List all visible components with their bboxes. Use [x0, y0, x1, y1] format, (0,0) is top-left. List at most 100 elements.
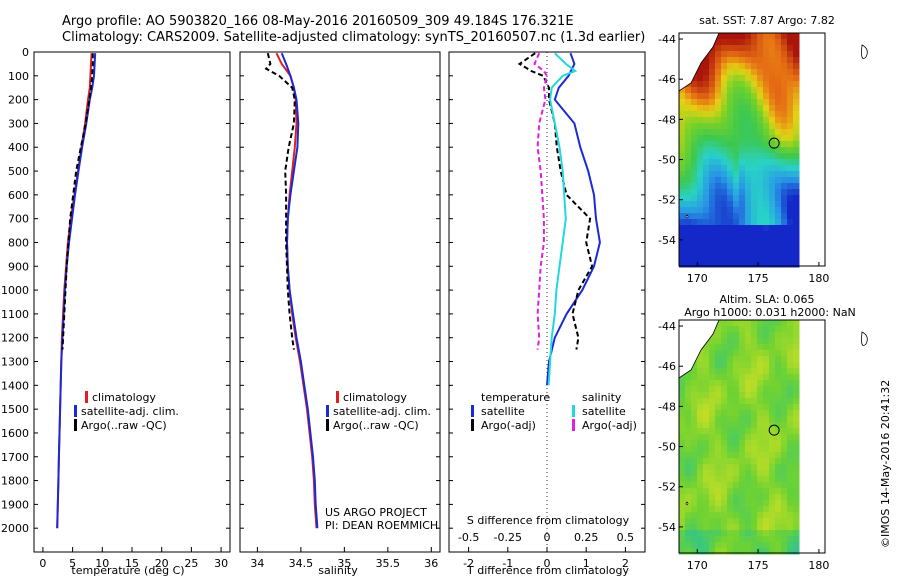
map-cell — [793, 69, 800, 76]
map-cell — [721, 69, 728, 76]
map-cell — [739, 195, 746, 202]
map-cell — [751, 201, 758, 208]
map-cell — [697, 428, 704, 435]
t-difference-label: T difference from climatology — [466, 564, 629, 577]
map-cell — [757, 153, 764, 160]
map-cell — [763, 75, 770, 82]
map-cell — [739, 416, 746, 423]
map-cell — [679, 428, 686, 435]
map-cell — [745, 530, 752, 537]
map-cell — [691, 518, 698, 525]
map-cell — [685, 153, 692, 160]
map-cell — [703, 416, 710, 423]
map-cell — [697, 81, 704, 88]
map-cell — [781, 482, 788, 489]
legend-label-satellite: satellite-adj. clim. — [333, 405, 431, 418]
map-cell — [745, 111, 752, 118]
map-cell — [721, 201, 728, 208]
map-cell — [733, 548, 740, 555]
map-cell — [793, 326, 800, 333]
map-cell — [733, 446, 740, 453]
map-cell — [775, 428, 782, 435]
map-cell — [763, 428, 770, 435]
map-cell — [745, 165, 752, 172]
map-cell — [691, 422, 698, 429]
map-cell — [685, 189, 692, 196]
map-cell — [697, 183, 704, 190]
map-cell — [703, 536, 710, 543]
map-cell — [721, 225, 728, 232]
map-cell — [691, 476, 698, 483]
map-cell — [781, 446, 788, 453]
map-cell — [703, 207, 710, 214]
map-cell — [775, 135, 782, 142]
depth-tick-labels: 0100200300400500600700800900100011001200… — [1, 46, 29, 535]
map-cell — [709, 500, 716, 507]
map-cell — [727, 368, 734, 375]
map-cell — [775, 380, 782, 387]
map-cell — [793, 189, 800, 196]
map-cell — [679, 530, 686, 537]
map-cell — [679, 398, 686, 405]
legend-swatch-temp-satellite — [471, 405, 474, 417]
map-cell — [757, 39, 764, 46]
legend-label-argo: Argo(..raw -QC) — [333, 419, 419, 432]
map-cell — [745, 117, 752, 124]
map-cell — [781, 45, 788, 52]
map-cell — [775, 518, 782, 525]
map-cell — [757, 57, 764, 64]
map-cell — [739, 464, 746, 471]
map-cell — [733, 129, 740, 136]
map-cell — [739, 458, 746, 465]
depth-tick-label: 1300 — [1, 356, 29, 369]
map-cell — [751, 147, 758, 154]
series-line-climatology — [275, 52, 318, 529]
map-cell — [769, 237, 776, 244]
map-cell — [793, 129, 800, 136]
map-cell — [691, 189, 698, 196]
map-cell — [721, 63, 728, 70]
map-cell — [751, 87, 758, 94]
map-cell — [691, 506, 698, 513]
map-cell — [757, 201, 764, 208]
map-cell — [739, 255, 746, 262]
map-cell — [709, 446, 716, 453]
map-cell — [691, 440, 698, 447]
map-cell — [787, 470, 794, 477]
map-cell — [757, 213, 764, 220]
map-cell — [745, 476, 752, 483]
map-cell — [781, 506, 788, 513]
map-cell — [703, 237, 710, 244]
map-cell — [793, 159, 800, 166]
map-cell — [727, 536, 734, 543]
legend-label-temp-satellite: satellite — [481, 405, 525, 418]
map-cell — [691, 141, 698, 148]
chatham-islands — [861, 331, 868, 346]
map-cell — [733, 51, 740, 58]
map-cell — [757, 548, 764, 555]
map-cell — [721, 99, 728, 106]
series-line-argo-raw-qc- — [264, 52, 296, 350]
map-cell — [685, 518, 692, 525]
map-cell — [697, 63, 704, 70]
map-cell — [691, 536, 698, 543]
map-cell — [721, 93, 728, 100]
map-cell — [709, 249, 716, 256]
map-cell — [679, 213, 686, 220]
map-cell — [727, 428, 734, 435]
map-cell — [697, 350, 704, 357]
map-cell — [793, 512, 800, 519]
map-cell — [733, 332, 740, 339]
difference-x-ticks: -2 -1 0 1 2-0.5 -0.25 0 0.25 0.5 — [449, 51, 645, 570]
map-cell — [769, 344, 776, 351]
map-cell — [769, 338, 776, 345]
map-cell — [751, 39, 758, 46]
map-cell — [751, 458, 758, 465]
map-cell — [781, 117, 788, 124]
legend-swatch-satellite — [326, 405, 329, 417]
map-cell — [781, 386, 788, 393]
series-line-satellite-adj-clim- — [280, 52, 319, 529]
map-cell — [679, 494, 686, 501]
map-cell — [691, 171, 698, 178]
map-cell — [721, 135, 728, 142]
